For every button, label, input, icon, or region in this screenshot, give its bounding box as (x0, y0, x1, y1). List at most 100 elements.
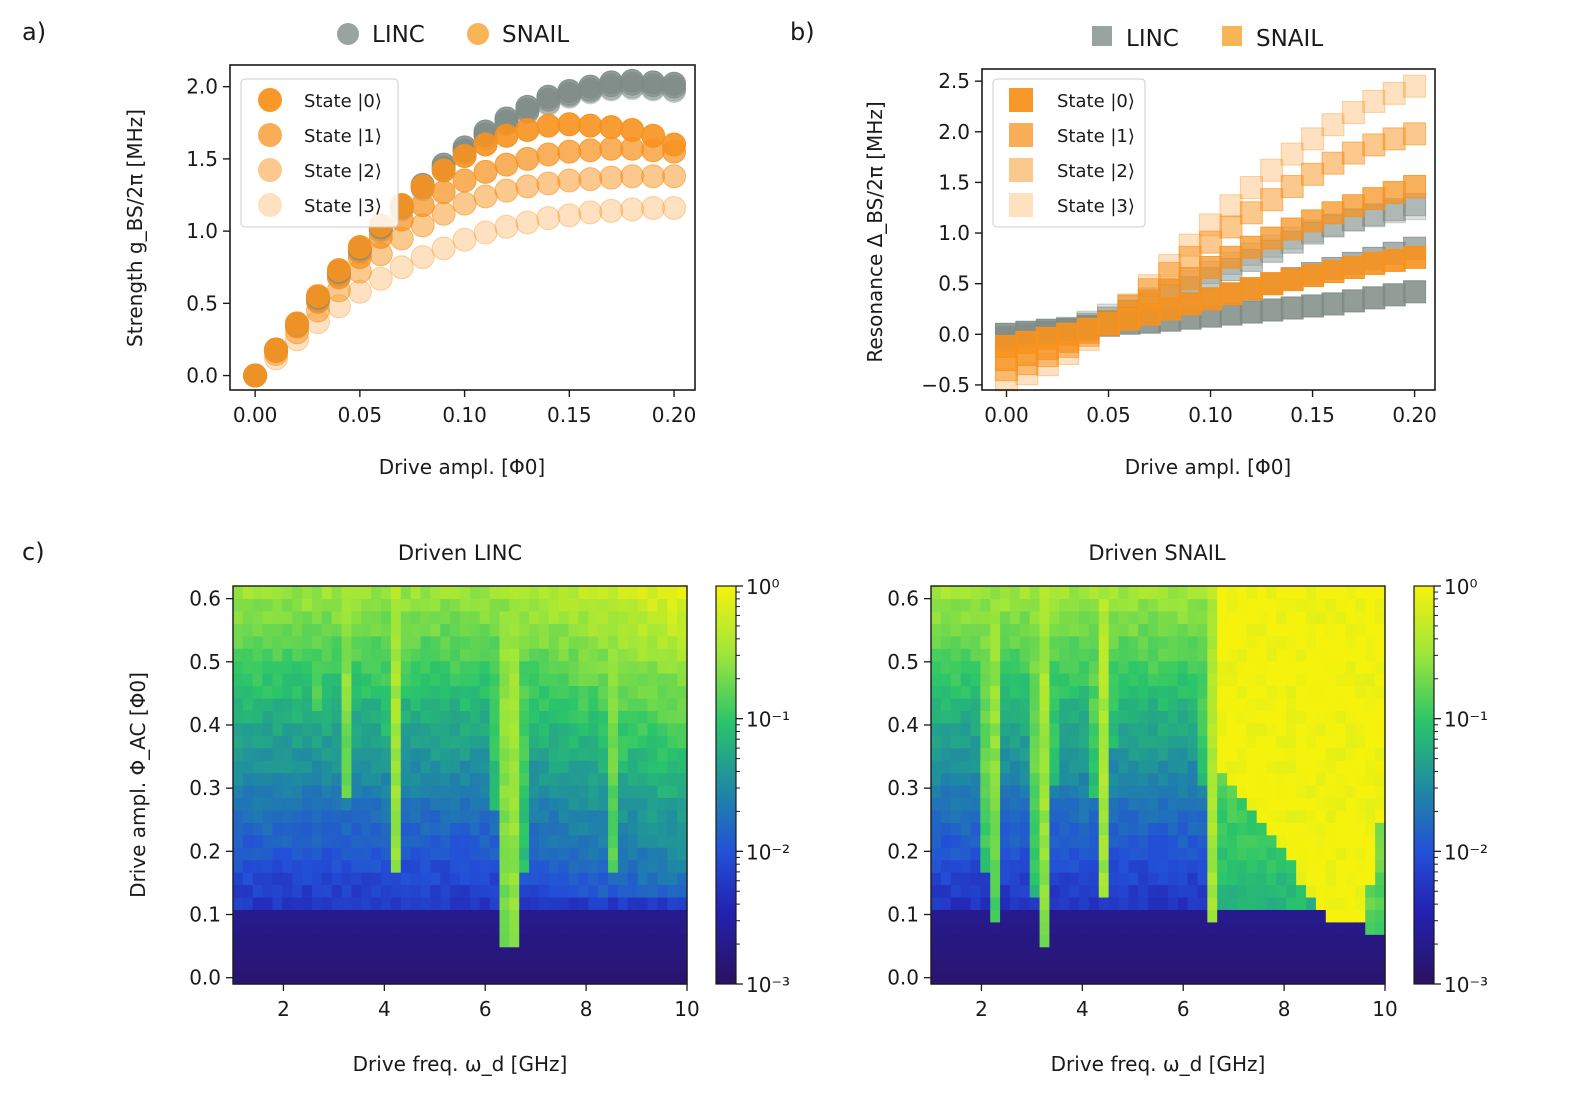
heatmap-cell (302, 921, 313, 935)
heatmap-cell (400, 909, 412, 923)
heatmap-cell (1286, 872, 1297, 886)
heatmap-cell (558, 971, 570, 985)
heatmap-cell (1325, 934, 1337, 948)
heatmap-cell (233, 710, 244, 724)
heatmap-cell (469, 760, 481, 774)
heatmap-cell (1158, 946, 1169, 960)
heatmap-cell (1088, 884, 1100, 898)
heatmap-cell (931, 797, 942, 811)
heatmap-cell (1039, 610, 1051, 624)
heatmap-cell (469, 921, 481, 935)
heatmap-cell (970, 921, 981, 935)
heatmap-cell (1256, 934, 1268, 948)
heatmap-cell (990, 896, 1001, 910)
heatmap-cell (499, 623, 510, 637)
heatmap-cell (1148, 946, 1159, 960)
heatmap-cell (617, 586, 629, 600)
heatmap-cell (1187, 648, 1199, 662)
heatmap-cell (1167, 648, 1179, 662)
heatmap-cell (637, 648, 649, 662)
heatmap-cell (272, 710, 283, 724)
data-point (599, 165, 624, 190)
heatmap-cell (1158, 847, 1169, 861)
heatmap-cell (667, 872, 678, 886)
heatmap-cell (390, 797, 402, 811)
heatmap-cell (931, 772, 942, 786)
heatmap-cell (657, 660, 668, 674)
heatmap-cell (410, 859, 422, 873)
heatmap-cell (440, 847, 451, 861)
heatmap-cell (529, 834, 540, 848)
heatmap-cell (1167, 822, 1179, 836)
data-point (473, 184, 498, 209)
heatmap-cell (647, 946, 658, 960)
heatmap-cell (242, 934, 254, 948)
heatmap-cell (1098, 971, 1110, 985)
heatmap-cell (1197, 673, 1208, 687)
heatmap-cell (469, 847, 481, 861)
heatmap-cell (657, 710, 668, 724)
heatmap-cell (1000, 909, 1011, 923)
heatmap-cell (1345, 610, 1356, 624)
heatmap-cell (1187, 934, 1199, 948)
heatmap-cell (1049, 822, 1060, 836)
heatmap-cell (311, 822, 323, 836)
heatmap-cell (1335, 909, 1347, 923)
heatmap-cell (647, 697, 658, 711)
heatmap-cell (252, 660, 264, 674)
heatmap-cell (272, 946, 283, 960)
heatmap-cell (1177, 598, 1189, 612)
heatmap-cell (1177, 809, 1189, 823)
heatmap-cell (1227, 710, 1238, 724)
heatmap-cell (1266, 623, 1278, 637)
x-axis-label-b: Drive ampl. [Φ0] (1125, 455, 1291, 479)
heatmap-cell (331, 934, 343, 948)
heatmap-cell (1276, 884, 1287, 898)
heatmap-cell (420, 610, 431, 624)
heatmap-cell (1177, 635, 1189, 649)
heatmap-cell (970, 685, 981, 699)
heatmap-cell (1069, 921, 1080, 935)
heatmap-cell (242, 697, 254, 711)
heatmap-cell (548, 772, 560, 786)
heatmap-cell (578, 959, 589, 973)
heatmap-cell (1246, 834, 1258, 848)
heatmap-cell (1039, 859, 1051, 873)
heatmap-cell (1246, 623, 1258, 637)
heatmap-cell (1029, 884, 1041, 898)
heatmap-cell (1000, 710, 1011, 724)
heatmap-cell (1000, 735, 1011, 749)
heatmap-cell (657, 722, 668, 736)
heatmap-cell (233, 697, 244, 711)
heatmap-cell (617, 760, 629, 774)
heatmap-cell (420, 586, 431, 600)
heatmap-cell (980, 685, 991, 699)
heatmap-frame-linc (232, 585, 688, 985)
heatmap-cell (1345, 834, 1356, 848)
heatmap-cell (1375, 909, 1386, 923)
heatmap-cell (381, 772, 392, 786)
heatmap-cell (1207, 797, 1218, 811)
heatmap-cell (1315, 623, 1327, 637)
heatmap-cell (1177, 697, 1189, 711)
heatmap-cell (1375, 760, 1386, 774)
heatmap-cell (657, 872, 668, 886)
heatmap-cell (931, 859, 942, 873)
x-tick-label: 6 (1177, 997, 1190, 1021)
heatmap-cell (282, 648, 293, 662)
heatmap-cell (302, 859, 313, 873)
heatmap-cell (311, 722, 323, 736)
colorbar-linc (715, 585, 737, 985)
heatmap-cell (489, 921, 501, 935)
legend-marker-state-1 (258, 123, 282, 147)
heatmap-cell (960, 747, 972, 761)
heatmap-cell (381, 598, 392, 612)
heatmap-cell (1098, 673, 1110, 687)
heatmap-cell (1108, 884, 1120, 898)
heatmap-cell (1236, 909, 1248, 923)
heatmap-cell (420, 822, 431, 836)
heatmap-cell (331, 884, 343, 898)
heatmap-cell (990, 673, 1001, 687)
heatmap-cell (1019, 635, 1031, 649)
heatmap-cell (499, 834, 510, 848)
